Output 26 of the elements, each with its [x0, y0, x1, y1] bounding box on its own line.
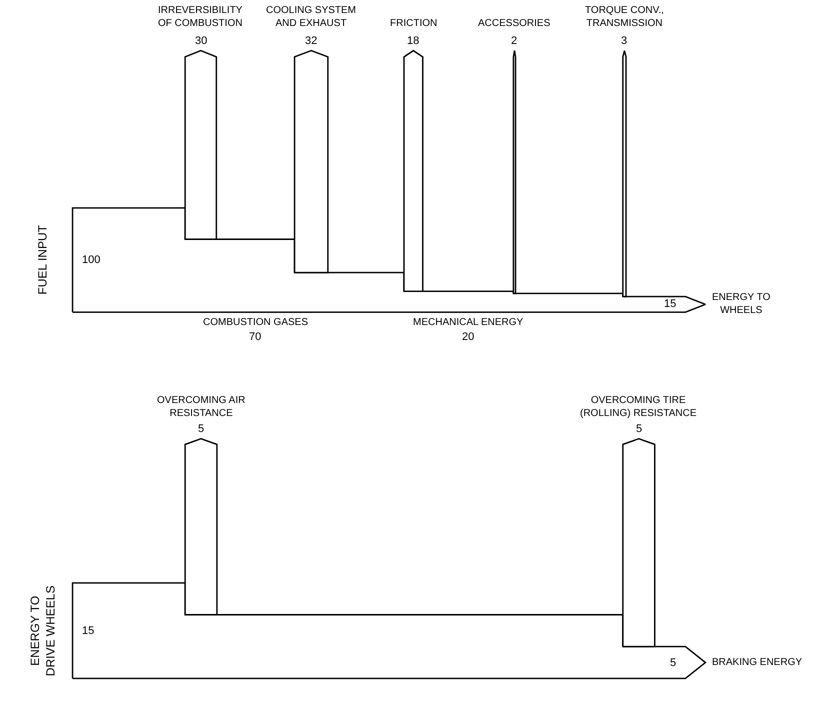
category-label: COOLING SYSTEM AND EXHAUST — [266, 5, 356, 29]
category-label: BRAKING ENERGY — [712, 657, 802, 668]
category-label: ENERGY TO DRIVE WHEELS — [28, 586, 58, 676]
data-label: 18 — [407, 35, 420, 47]
data-label: 15 — [664, 298, 676, 310]
data-label: 100 — [82, 254, 100, 266]
category-label: ACCESSORIES — [478, 18, 551, 29]
category-label: TORQUE CONV., TRANSMISSION — [585, 5, 664, 29]
category-label: OVERCOMING TIRE (ROLLING) RESISTANCE — [580, 395, 697, 419]
data-label: 5 — [636, 423, 642, 435]
data-label: 5 — [198, 423, 204, 435]
category-label: FRICTION — [390, 18, 438, 29]
data-label: 20 — [462, 331, 474, 343]
category-label: MECHANICAL ENERGY — [413, 317, 524, 328]
category-label: OVERCOMING AIR RESISTANCE — [157, 395, 246, 419]
category-label: FUEL INPUT — [35, 224, 50, 295]
data-label: 2 — [511, 35, 518, 47]
data-label: 15 — [82, 625, 94, 637]
category-label: ENERGY TO WHEELS — [712, 292, 771, 316]
data-label: 5 — [670, 657, 676, 669]
data-label: 32 — [305, 35, 318, 47]
category-label: COMBUSTION GASES — [203, 317, 308, 328]
category-label: IRREVERSIBILITY OF COMBUSTION — [158, 5, 243, 29]
data-label: 30 — [195, 35, 208, 47]
data-label: 3 — [621, 35, 628, 47]
data-label: 70 — [249, 331, 262, 343]
